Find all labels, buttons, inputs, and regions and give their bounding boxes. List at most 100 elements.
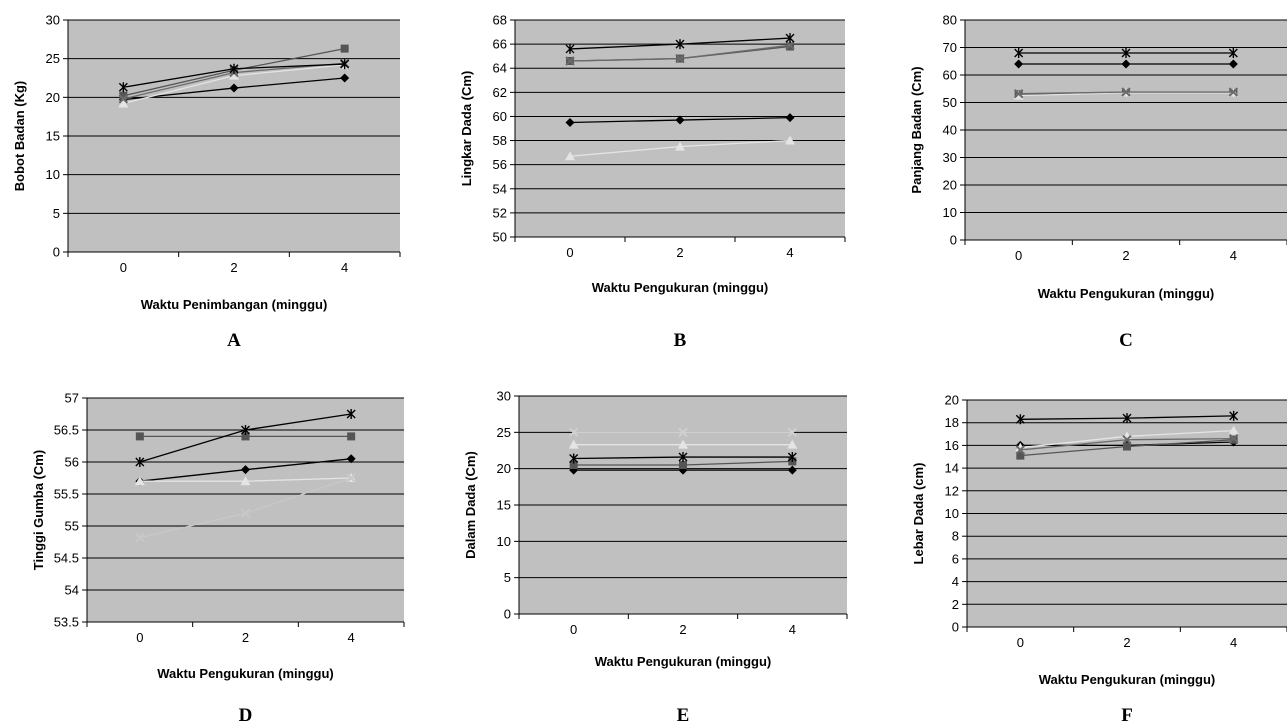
y-tick-label: 10 [943,205,957,220]
y-tick-label: 62 [493,85,507,100]
y-tick-label: 30 [497,389,511,404]
data-point [240,508,251,518]
y-axis-title: Tinggi Gumba (Cm) [31,450,46,570]
data-point [1013,88,1024,99]
chart-panel-b: 50 52 54 56 58 60 62 64 66 68 0 2 4 Waktu Pengukuran … [459,13,846,351]
data-point [569,461,578,470]
y-tick-label: 64 [493,61,507,76]
data-point [1228,48,1238,58]
data-point [241,425,250,435]
x-axis-title: Waktu Pengukuran (minggu) [592,280,768,295]
y-tick-label: 18 [945,415,959,430]
data-point [678,439,688,449]
y-tick-label: 20 [945,393,959,408]
data-point [675,115,685,125]
data-point [1122,435,1132,445]
y-axis-title: Lebar Dada (cm) [911,463,926,565]
y-tick-label: 4 [952,574,959,589]
y-tick-label: 8 [952,529,959,544]
panel-label: D [239,705,253,726]
y-tick-label: 2 [952,597,959,612]
data-point [346,454,356,464]
x-tick-label: 2 [676,245,683,260]
data-point [119,91,128,100]
x-tick-label: 4 [341,260,348,275]
y-tick-label: 20 [46,90,60,105]
panel-label: C [1119,330,1133,351]
y-tick-label: 54 [65,583,79,598]
data-point [1015,445,1026,455]
x-axis-title: Waktu Pengukuran (minggu) [595,654,771,669]
x-axis-title: Waktu Pengukuran (minggu) [1039,672,1215,687]
data-point [1015,414,1025,425]
y-tick-label: 15 [497,498,511,513]
data-point [568,427,579,438]
x-tick-label: 0 [566,245,573,260]
data-point [340,73,350,83]
x-tick-label: 4 [789,622,796,637]
x-tick-label: 2 [230,260,237,275]
y-tick-label: 66 [493,37,507,52]
y-tick-label: 20 [943,178,957,193]
chart-panel-e: 0 5 10 15 20 25 30 0 2 4 Waktu Pengukuran (minggu)… [463,389,848,726]
data-point [569,453,579,464]
data-point [346,409,356,419]
y-axis-title: Panjang Badan (Cm) [909,66,924,193]
x-axis-title: Waktu Penimbangan (minggu) [141,297,328,312]
y-tick-label: 14 [945,461,959,476]
y-tick-label: 6 [952,551,959,566]
data-point [787,452,797,463]
y-tick-label: 53.5 [54,615,79,630]
data-point [1228,87,1239,97]
panel-label: E [677,705,690,726]
y-tick-label: 56.5 [54,423,79,438]
y-tick-label: 30 [943,150,957,165]
y-tick-label: 15 [46,129,60,144]
y-tick-label: 55 [65,519,79,534]
data-point [240,476,251,486]
y-tick-label: 56 [65,455,79,470]
x-tick-label: 4 [348,630,355,645]
data-point [1121,59,1131,69]
y-tick-label: 54 [493,181,507,196]
y-tick-label: 58 [493,133,507,148]
x-tick-label: 2 [1122,248,1129,263]
y-axis-title: Dalam Dada (Cm) [463,451,478,559]
data-point [135,457,145,467]
data-point [785,33,795,44]
y-tick-label: 16 [945,438,959,453]
data-point [785,113,795,123]
data-point [678,452,688,463]
data-point [1228,433,1239,444]
data-point [347,432,356,441]
data-point [1016,451,1025,460]
x-tick-label: 2 [1123,635,1130,650]
data-point [241,432,250,441]
x-axis-title: Waktu Pengukuran (minggu) [1038,286,1214,301]
y-tick-label: 10 [46,167,60,182]
x-tick-label: 0 [136,630,143,645]
data-point [229,83,239,93]
y-tick-label: 5 [504,570,511,585]
data-point [135,532,145,543]
y-tick-label: 12 [945,483,959,498]
data-point [1121,87,1131,97]
chart-panel-a: 0 5 10 15 20 25 30 0 2 4 Waktu Penimbangan (minggu… [12,13,401,351]
data-point [675,53,685,64]
x-tick-label: 4 [1230,248,1237,263]
y-tick-label: 40 [943,123,957,138]
data-point [135,432,144,441]
data-point [678,427,688,438]
y-tick-label: 80 [943,13,957,28]
data-point [1014,48,1024,58]
y-tick-label: 25 [497,425,511,440]
y-tick-label: 56 [493,157,507,172]
data-point [565,43,575,54]
y-tick-label: 70 [943,40,957,55]
x-tick-label: 2 [242,630,249,645]
data-point [675,39,685,50]
data-point [1229,410,1239,421]
data-point [229,63,239,74]
x-tick-label: 0 [1017,635,1024,650]
y-tick-label: 68 [493,13,507,28]
